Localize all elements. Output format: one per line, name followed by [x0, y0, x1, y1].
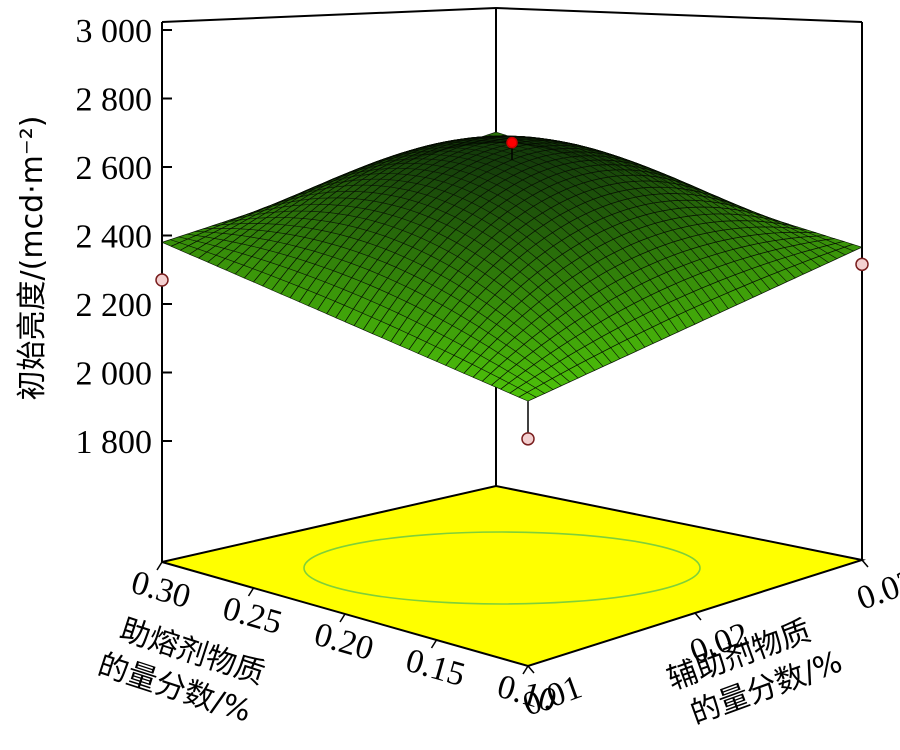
z-tick-label: 2 400: [76, 219, 153, 256]
z-tick-label: 2 800: [76, 82, 153, 119]
x-tick-mark: [247, 587, 255, 597]
x-tick-label: 0.20: [310, 616, 377, 668]
design-points: [155, 136, 869, 446]
surface-gridline: [289, 136, 625, 299]
surface-gridline: [326, 142, 661, 315]
design-point-peak: [506, 136, 518, 149]
surface-gridline: [170, 134, 506, 247]
z-axis-label: 初始亮度/(mcd·m⁻²): [15, 116, 50, 401]
surface-gridline: [298, 137, 634, 303]
box-edge-top-left: [161, 7, 497, 23]
surface-gridline: [436, 199, 771, 362]
surface-gridline: [454, 213, 789, 370]
surface-gridline: [271, 135, 606, 291]
z-tick-label: 2 200: [76, 287, 153, 324]
surface-gridline: [335, 144, 671, 319]
surface-gridline: [198, 142, 533, 259]
surface-gridline: [390, 169, 726, 342]
surface-gridline: [180, 137, 515, 251]
surface-gridline: [253, 136, 588, 283]
y-tick-mark: [694, 612, 702, 621]
design-point-left: [155, 273, 169, 287]
surface-gridline: [372, 159, 707, 334]
surface-gridline: [216, 140, 551, 267]
x-tick-label: 0.15: [402, 642, 469, 694]
x-tick-label: 0.30: [127, 564, 194, 616]
surface-gridline: [308, 138, 643, 307]
surface-gridline: [317, 140, 652, 311]
x-tick-label: 0.25: [219, 590, 286, 642]
box-edge-top-right: [495, 7, 863, 23]
z-tick-label: 2 000: [76, 356, 153, 393]
surface-gridline: [491, 235, 826, 386]
y-tick-mark: [861, 559, 869, 568]
surface-gridline: [509, 241, 844, 394]
design-point-front: [521, 432, 535, 446]
surface-gridline: [399, 174, 735, 346]
z-tick-label: 3 000: [76, 13, 153, 50]
surface-gridline: [225, 139, 561, 271]
surface-gridline: [189, 140, 524, 255]
surface-gridline: [280, 135, 616, 295]
surface-gridline: [445, 206, 780, 366]
surface-gridline: [527, 246, 863, 402]
surface-gridline: [518, 243, 853, 398]
surface-gridline: [207, 141, 542, 263]
surface-gridline: [417, 186, 753, 354]
y-axis-label: 辅助剂物质 的量分数/%: [663, 613, 847, 731]
surface-gridline: [161, 131, 497, 243]
surface-gridline: [472, 226, 808, 378]
y-tick-label: 0.03: [852, 563, 900, 618]
surface-gridline: [463, 220, 799, 374]
z-tick-label: 1 800: [76, 424, 153, 461]
surface-gridline: [408, 180, 744, 350]
design-point-right: [855, 257, 869, 272]
surface-gridline: [353, 151, 689, 326]
surface-gridline: [500, 238, 835, 390]
z-axis-ticks: 1 800 2 000 2 200 2 400 2 600 2 800 3 000: [76, 13, 172, 461]
response-surface: [161, 131, 863, 402]
surface-gridline: [427, 193, 762, 358]
surface-gridline: [482, 231, 817, 382]
x-tick-mark: [339, 613, 346, 623]
surface-gridline: [262, 135, 597, 287]
surface-gridline: [362, 155, 698, 330]
x-tick-mark: [430, 639, 438, 649]
x-tick-mark: [522, 665, 529, 675]
y-tick-mark: [527, 665, 535, 674]
surface-gridline: [381, 164, 716, 338]
floor-contour: [303, 531, 701, 605]
x-tick-mark: [156, 561, 163, 571]
surface-gridline: [244, 137, 579, 279]
z-tick-label: 2 600: [76, 150, 153, 187]
